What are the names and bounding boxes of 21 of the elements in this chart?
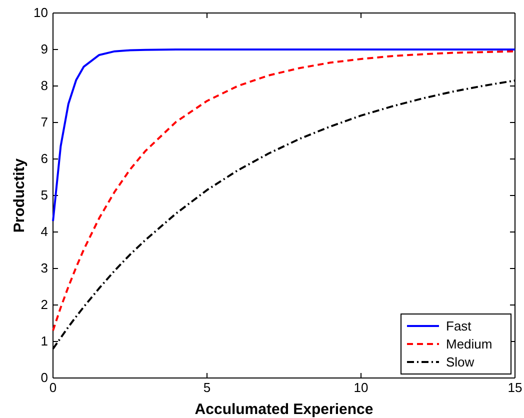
y-tick-label: 4 — [40, 224, 48, 240]
legend-label: Slow — [446, 354, 475, 370]
y-tick-label: 1 — [40, 334, 48, 349]
y-tick-label: 0 — [40, 370, 48, 386]
x-tick-label: 15 — [508, 380, 522, 396]
y-tick-label: 7 — [40, 114, 48, 130]
line-series — [52, 50, 516, 332]
x-tick-label: 10 — [354, 380, 368, 396]
y-tick-label: 2 — [40, 297, 48, 312]
legend-label: Medium — [446, 336, 492, 352]
legend-label: Fast — [446, 318, 472, 334]
y-tick-label: 3 — [40, 260, 48, 276]
y-tick-label: 6 — [40, 151, 48, 166]
x-tick-label: 5 — [203, 380, 211, 396]
line-series — [52, 48, 516, 222]
x-axis-title: Acculumated Experience — [194, 401, 374, 418]
y-tick-label: 9 — [40, 42, 48, 57]
y-axis-title: Productity — [11, 158, 28, 233]
y-tick-label: 5 — [40, 188, 48, 203]
y-tick-label: 10 — [34, 5, 48, 20]
y-tick-label: 8 — [40, 78, 48, 94]
